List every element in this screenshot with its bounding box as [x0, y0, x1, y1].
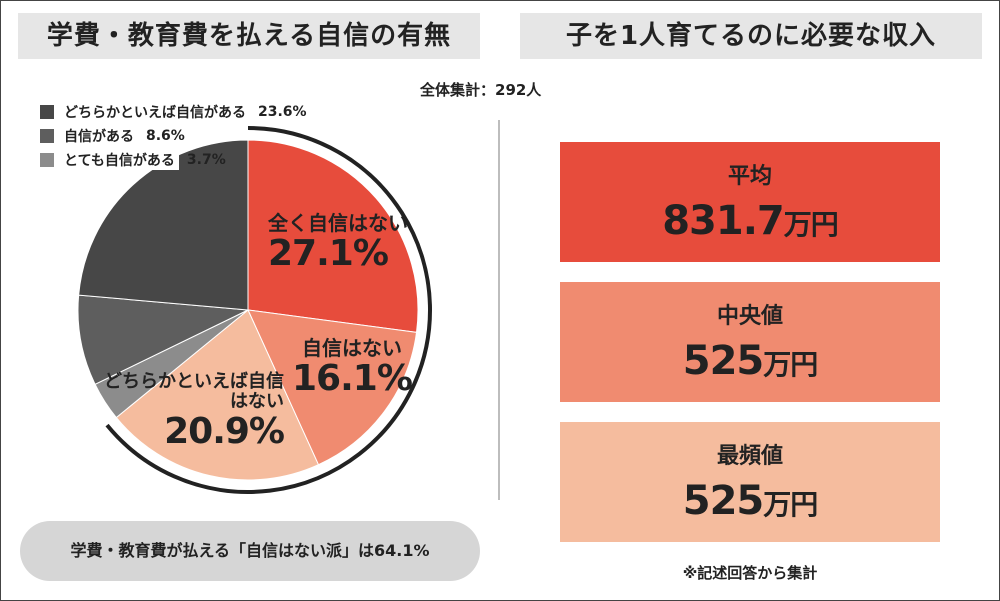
right-panel-title: 子を1人育てるのに必要な収入 [520, 13, 982, 59]
legend-label: とても自信がある [60, 150, 179, 170]
slice-label-not-at-all-confident: 全く自信はない 27.1% [268, 212, 408, 274]
legend-value: 3.7% [186, 152, 226, 168]
slice-label-value: 20.9% [164, 410, 285, 452]
stat-unit: 万円 [783, 208, 839, 241]
stat-mode: 最頻値 525万円 [560, 422, 940, 542]
stat-label: 最頻値 [716, 444, 783, 469]
legend-label: 自信がある [60, 126, 138, 146]
total-count-label: 全体集計：292人 [420, 81, 542, 99]
slice-label-value: 27.1% [268, 233, 389, 274]
left-panel-title: 学費・教育費を払える自信の有無 [18, 13, 480, 59]
stat-label: 中央値 [716, 304, 783, 329]
stat-label: 平均 [727, 164, 772, 189]
stat-unit: 万円 [763, 488, 818, 521]
summary-pill: 学費・教育費が払える「自信はない派」は64.1% [20, 521, 480, 581]
legend-swatch [40, 153, 54, 167]
stat-number: 525 [682, 338, 764, 384]
stat-value: 831.7万円 [560, 198, 940, 244]
slice-label-text: 全く自信はない [268, 211, 408, 235]
stat-number: 525 [682, 478, 764, 524]
panel-divider [498, 120, 500, 500]
legend-value: 8.6% [146, 128, 185, 144]
slice-label-not-confident: 自信はない 16.1% [292, 336, 413, 399]
legend-item-fairly-confident: どちらかといえば自信がある 23.6% [40, 100, 307, 124]
slice-label-fairly-not-confident: どちらかといえば自信はない 20.9% [104, 371, 285, 452]
legend-swatch [40, 129, 54, 143]
slice-label-text: どちらかといえば自信はない [104, 371, 284, 412]
stat-unit: 万円 [763, 348, 818, 381]
legend-swatch [40, 105, 54, 119]
legend-item-confident: 自信がある 8.6% [40, 124, 307, 148]
stat-value: 525万円 [560, 338, 940, 384]
legend-item-very-confident: とても自信がある 3.7% [40, 148, 307, 172]
pie-slice-4 [77, 294, 250, 385]
stat-value: 525万円 [560, 478, 940, 524]
pie-chart [77, 126, 432, 494]
stat-average: 平均 831.7万円 [560, 142, 940, 262]
pie-slice-1 [247, 309, 418, 466]
stat-median: 中央値 525万円 [560, 282, 940, 402]
footnote: ※記述回答から集計 [682, 564, 818, 582]
legend-label: どちらかといえば自信がある [60, 102, 250, 122]
legend-value: 23.6% [258, 104, 307, 120]
pie-slice-0 [247, 139, 419, 333]
pie-slice-2 [115, 309, 320, 481]
pie-legend: どちらかといえば自信がある 23.6% 自信がある 8.6% とても自信がある … [40, 100, 307, 172]
stat-number: 831.7 [662, 198, 785, 244]
not-confident-group-arc [105, 126, 432, 494]
slice-label-value: 16.1% [292, 358, 413, 399]
pie-slice-5 [78, 139, 249, 311]
slice-label-text: 自信はない [301, 336, 402, 360]
